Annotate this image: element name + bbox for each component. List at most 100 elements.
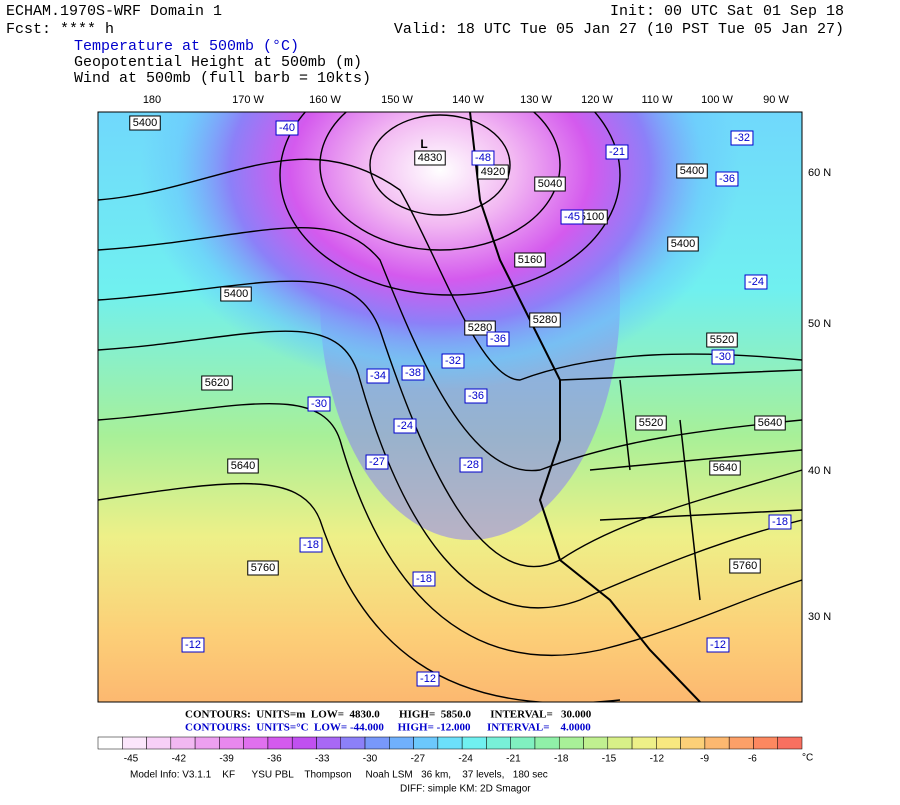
label-box [459,457,483,473]
label-box [220,286,252,302]
colorbar-label: -24 [458,754,473,765]
temp-label: -24 [748,276,764,288]
lat-label: 50 N [808,318,831,330]
lon-label: 90 W [763,94,789,106]
label-box [560,209,584,225]
forecast-hour: Fcst: **** h [6,21,114,38]
temp-label: -27 [369,456,385,468]
lon-label: 110 W [642,94,674,106]
colorbar-swatch [389,736,414,750]
init-time: Init: 00 UTC Sat 01 Sep 18 [610,3,844,20]
height-label: 5640 [231,460,255,472]
height-label: 5400 [133,117,157,129]
colorbar-swatch [704,736,730,750]
model-info: Model Info: V3.1.1 KF YSU PBL Thompson N… [130,770,548,781]
colorbar-label: -6 [748,754,757,765]
temp-label: -36 [490,333,506,345]
height-label: 5520 [639,417,663,429]
colorbar-swatch [728,736,754,750]
colorbar-swatch [97,736,123,750]
colorbar-swatch [219,736,244,750]
label-box [129,115,161,131]
colorbar-swatch [340,736,366,750]
colorbar-swatch [534,736,560,750]
height-label: 5160 [518,254,542,266]
field-label: Wind at 500mb (full barb = 10kts) [74,70,371,87]
colorbar-unit: °C [802,753,813,764]
height-label: 5040 [538,178,562,190]
colorbar: -45 -42 -39 -36 -33 -30 -27 -24 -21 -18 -15 -12 -9 -6 [97,736,803,765]
colorbar-label: -39 [219,754,234,765]
coastline [469,112,701,702]
height-label: 5100 [580,211,604,223]
temp-label: -38 [405,367,421,379]
lat-label: 40 N [808,465,831,477]
temp-label: -45 [564,211,580,223]
temp-label: -48 [475,152,491,164]
colorbar-label: -27 [411,754,426,765]
height-label: 5400 [224,288,248,300]
label-box [744,274,768,290]
label-box [471,150,495,166]
temp-label: -32 [445,355,461,367]
colorbar-swatch [583,736,609,750]
colorbar-label: -36 [267,754,282,765]
colorbar-swatch [316,736,342,750]
lat-label: 30 N [808,611,831,623]
colorbar-label: -9 [700,754,709,765]
label-box [676,163,708,179]
colorbar-label: -33 [315,754,330,765]
colorbar-swatch [194,736,220,750]
height-label: 5620 [205,377,229,389]
height-label: 5280 [468,322,492,334]
height-label: 5400 [671,238,695,250]
colorbar-swatch [510,736,536,750]
temp-label: -30 [311,398,327,410]
label-box [706,637,730,653]
lon-label: 160 W [309,94,341,106]
colorbar-label: -12 [650,754,665,765]
lat-label: 60 N [808,167,831,179]
temp-label: -34 [370,370,386,382]
label-box [275,120,299,136]
height-label: 4830 [418,152,442,164]
label-box [464,388,488,404]
label-box [730,130,754,146]
height-label: 5280 [533,314,557,326]
label-box [393,418,417,434]
colorbar-swatch [243,736,269,750]
label-box [414,150,446,166]
lon-label: 120 W [581,94,613,106]
label-box [667,236,699,252]
lon-label: 170 W [232,94,264,106]
colorbar-swatch [437,736,463,750]
colorbar-label: -42 [172,754,187,765]
temp-label: -32 [734,132,750,144]
label-box [441,353,465,369]
temp-label: -18 [303,539,319,551]
title: ECHAM.1970S-WRF Domain 1 [6,3,222,20]
label-box [706,332,738,348]
temp-label: -24 [397,420,413,432]
label-box [514,252,546,268]
label-box [401,365,425,381]
temp-label: -21 [609,146,625,158]
colorbar-label: -18 [554,754,569,765]
contours-height: CONTOURS: UNITS=m LOW= 4830.0 HIGH= 5850… [185,709,592,721]
height-label: 5400 [680,165,704,177]
label-box [635,415,667,431]
colorbar-swatch [680,736,706,750]
label-box [534,176,566,192]
colorbar-swatch [170,736,196,750]
label-box [711,349,735,365]
contours [98,112,802,702]
valid-time: Valid: 18 UTC Tue 05 Jan 27 (10 PST Tue … [394,21,844,38]
lon-label: 100 W [701,94,733,106]
temp-label: -12 [710,639,726,651]
colorbar-swatch [146,736,172,750]
height-label: 4920 [481,166,505,178]
label-box [201,375,233,391]
height-label: 5640 [758,417,782,429]
colorbar-label: -21 [506,754,521,765]
